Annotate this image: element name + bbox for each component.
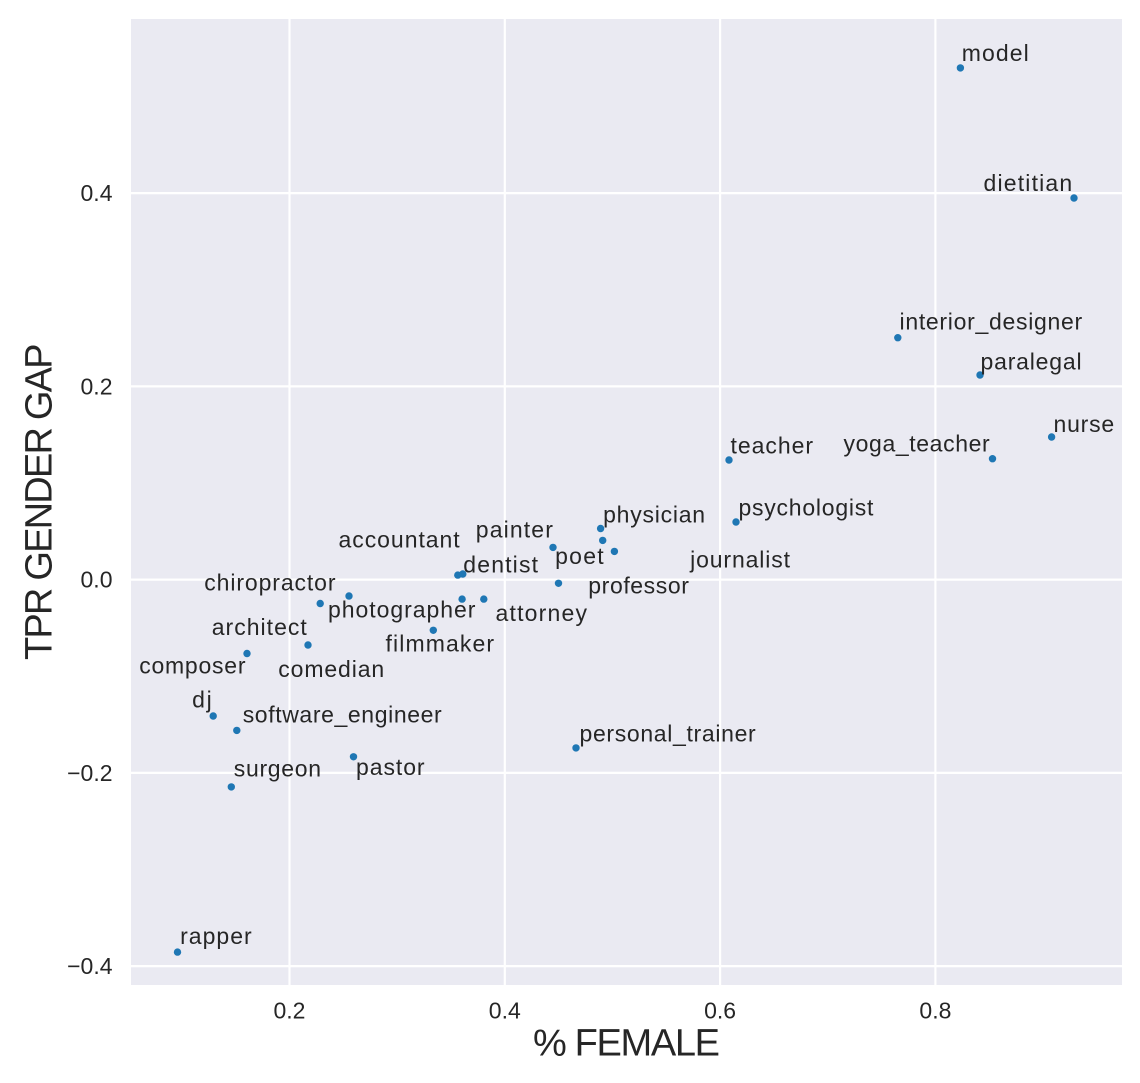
svg-text:−0.4: −0.4 (67, 953, 113, 979)
svg-text:0.6: 0.6 (704, 998, 736, 1024)
svg-text:0.0: 0.0 (81, 567, 113, 593)
svg-text:software_engineer: software_engineer (243, 702, 442, 728)
svg-text:photographer: photographer (328, 596, 476, 622)
svg-text:% FEMALE: % FEMALE (533, 1023, 720, 1065)
svg-text:poet: poet (555, 543, 604, 569)
svg-text:painter: painter (476, 516, 553, 542)
svg-text:physician: physician (603, 502, 705, 528)
svg-text:paralegal: paralegal (981, 348, 1082, 374)
svg-text:rapper: rapper (180, 923, 252, 949)
svg-text:0.2: 0.2 (274, 998, 306, 1024)
svg-text:accountant: accountant (339, 526, 461, 552)
svg-text:dentist: dentist (463, 552, 538, 578)
svg-text:architect: architect (212, 614, 308, 640)
svg-text:attorney: attorney (496, 600, 588, 626)
svg-text:dj: dj (192, 686, 212, 712)
svg-text:0.4: 0.4 (489, 998, 521, 1024)
svg-text:pastor: pastor (356, 754, 425, 780)
svg-text:psychologist: psychologist (739, 494, 875, 520)
svg-text:comedian: comedian (278, 656, 384, 682)
svg-text:teacher: teacher (731, 433, 814, 459)
svg-text:dietitian: dietitian (984, 170, 1073, 196)
svg-text:0.8: 0.8 (919, 998, 951, 1024)
svg-text:interior_designer: interior_designer (900, 308, 1083, 334)
svg-text:0.4: 0.4 (81, 180, 113, 206)
svg-text:nurse: nurse (1054, 411, 1115, 437)
svg-text:professor: professor (588, 572, 689, 598)
svg-text:surgeon: surgeon (234, 756, 321, 782)
svg-text:journalist: journalist (689, 547, 791, 573)
svg-text:personal_trainer: personal_trainer (580, 720, 757, 746)
svg-text:−0.2: −0.2 (67, 760, 112, 786)
svg-text:model: model (962, 40, 1029, 66)
svg-text:yoga_teacher: yoga_teacher (844, 430, 991, 456)
svg-text:filmmaker: filmmaker (386, 631, 495, 657)
svg-text:0.2: 0.2 (81, 373, 113, 399)
svg-text:TPR GENDER GAP: TPR GENDER GAP (19, 344, 61, 661)
svg-text:composer: composer (139, 653, 246, 679)
svg-text:chiropractor: chiropractor (204, 570, 336, 596)
